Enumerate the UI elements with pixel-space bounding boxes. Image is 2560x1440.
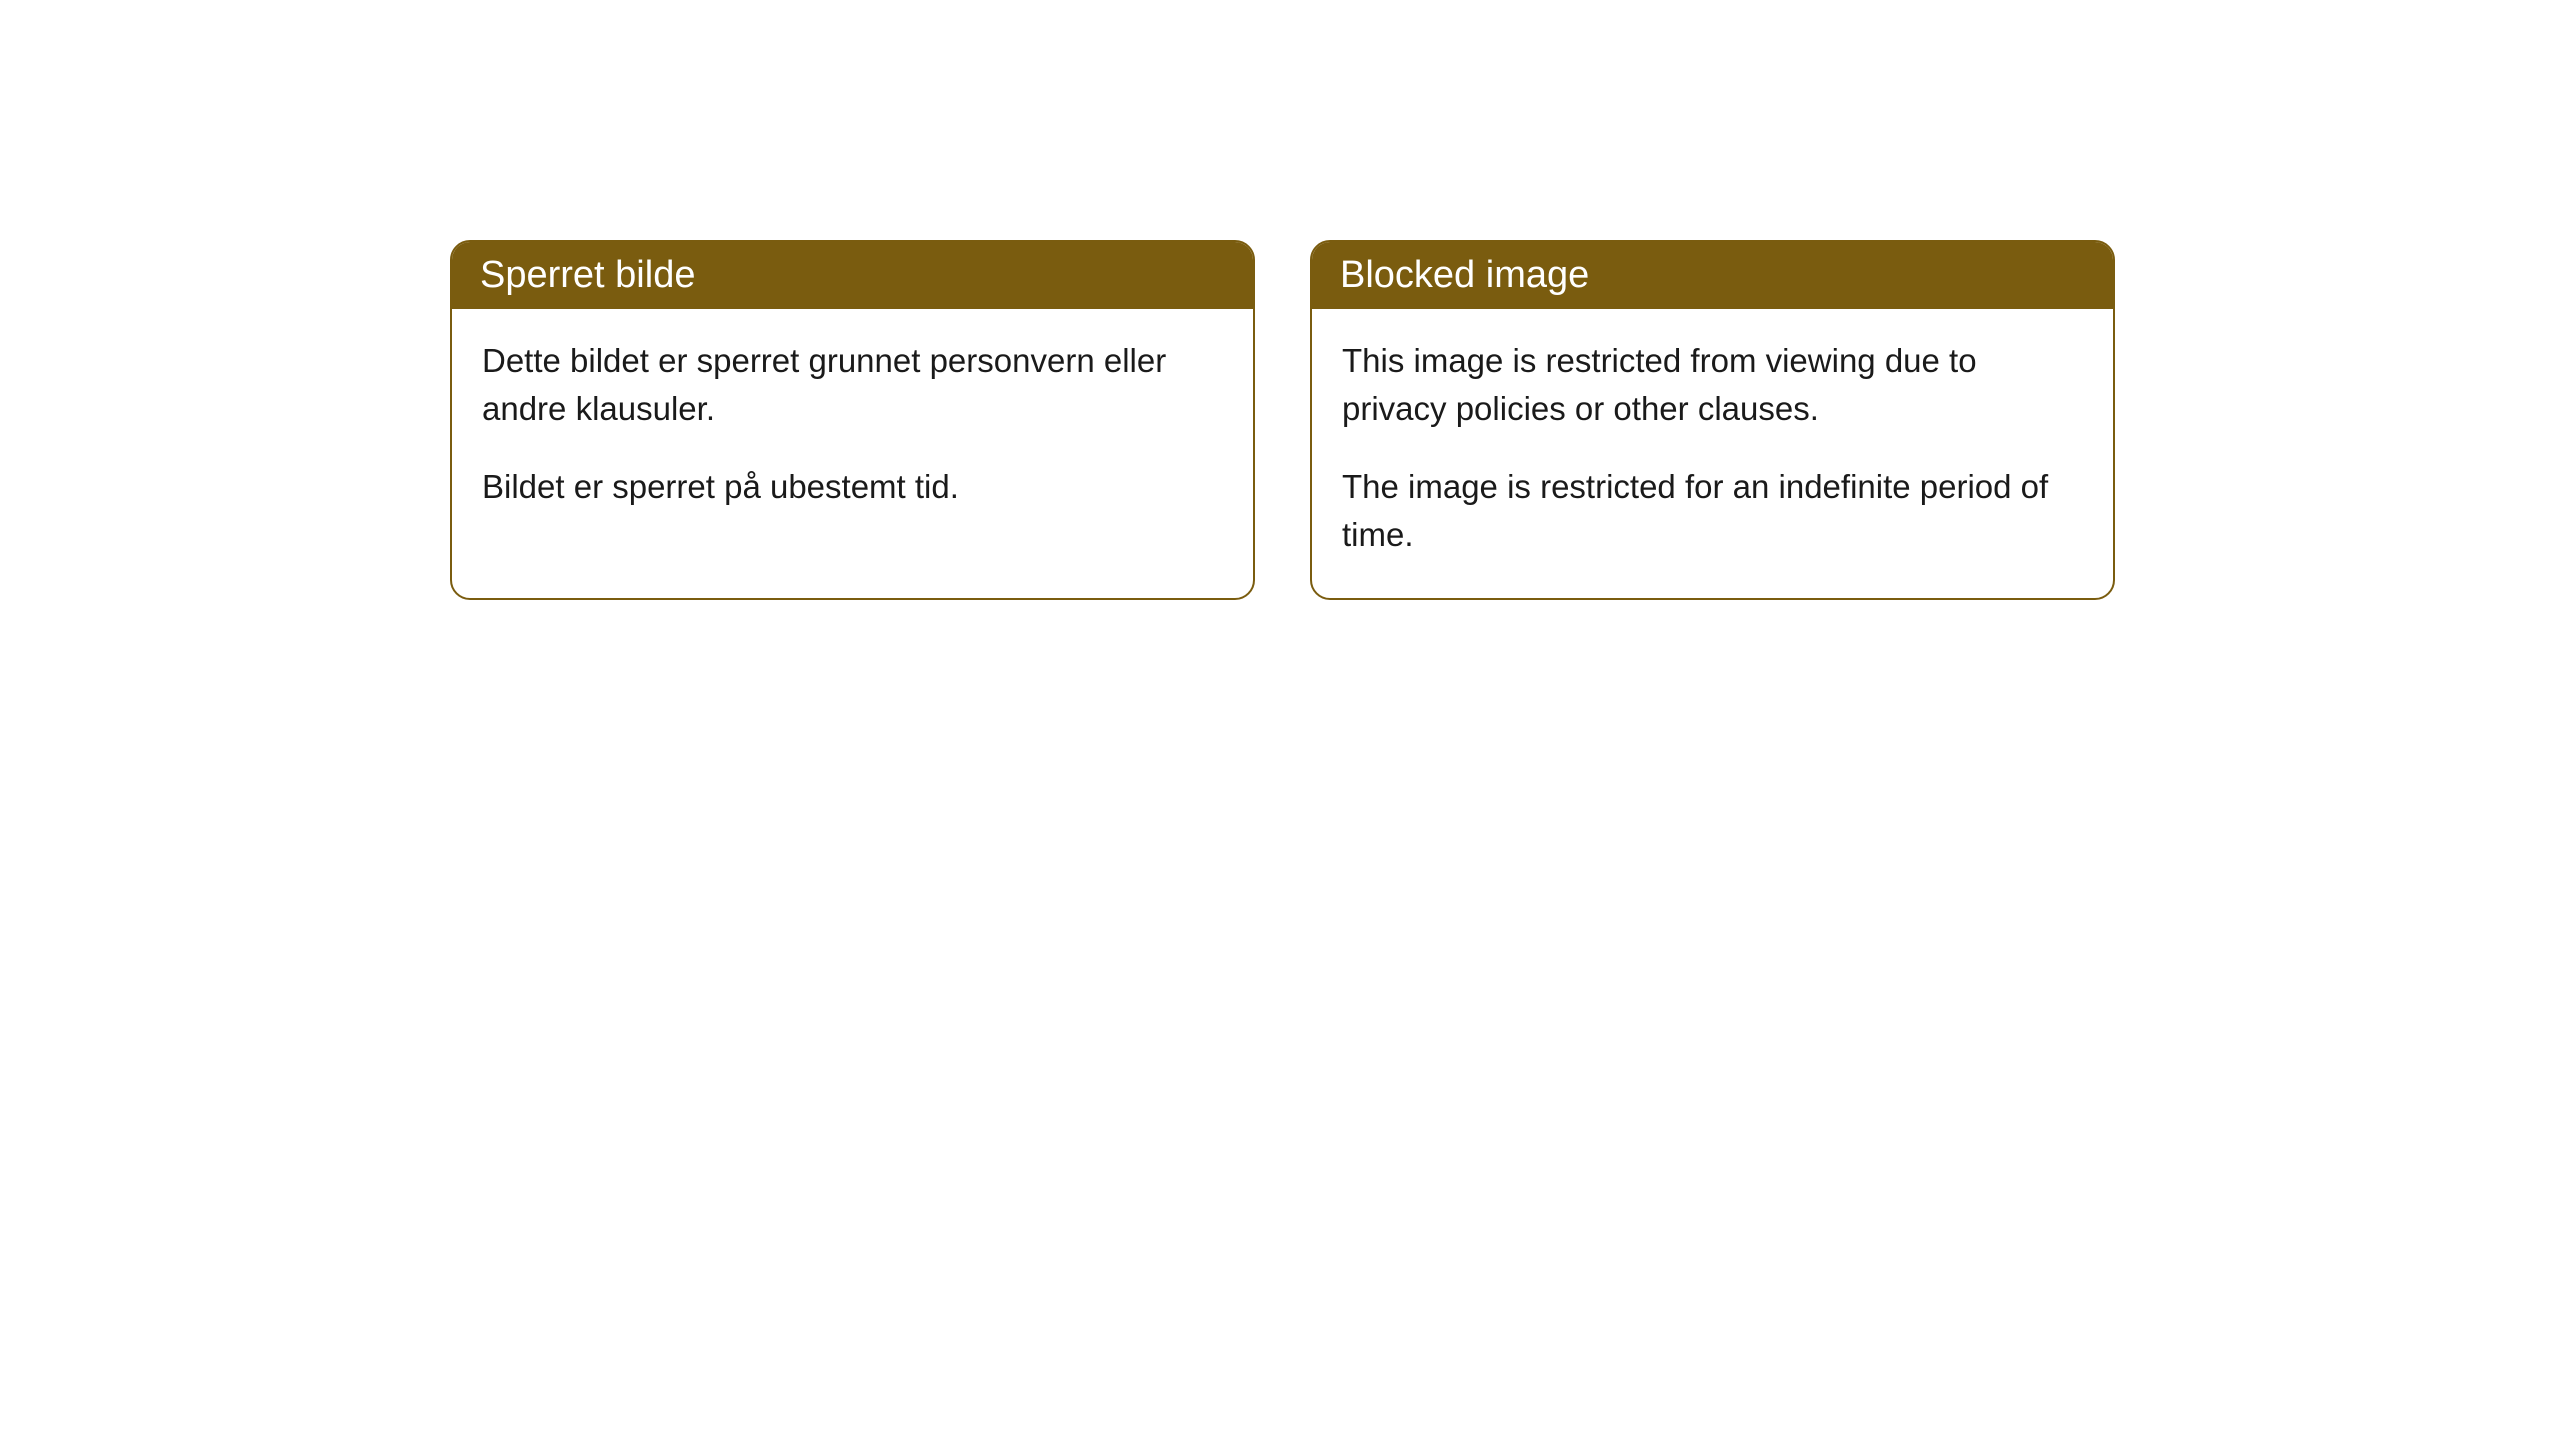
cards-container: Sperret bilde Dette bildet er sperret gr…	[450, 240, 2115, 600]
card-paragraph-2-no: Bildet er sperret på ubestemt tid.	[482, 463, 1223, 511]
blocked-image-card-en: Blocked image This image is restricted f…	[1310, 240, 2115, 600]
card-paragraph-1-no: Dette bildet er sperret grunnet personve…	[482, 337, 1223, 433]
card-paragraph-2-en: The image is restricted for an indefinit…	[1342, 463, 2083, 559]
card-body-no: Dette bildet er sperret grunnet personve…	[452, 309, 1253, 551]
card-paragraph-1-en: This image is restricted from viewing du…	[1342, 337, 2083, 433]
blocked-image-card-no: Sperret bilde Dette bildet er sperret gr…	[450, 240, 1255, 600]
card-header-en: Blocked image	[1312, 242, 2113, 309]
card-body-en: This image is restricted from viewing du…	[1312, 309, 2113, 598]
card-header-no: Sperret bilde	[452, 242, 1253, 309]
